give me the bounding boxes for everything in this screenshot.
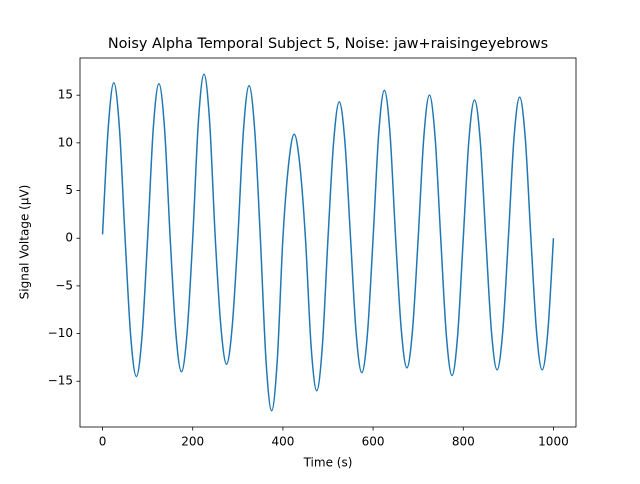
y-tick-label: 10 <box>58 135 73 149</box>
x-tick-label: 800 <box>452 435 475 449</box>
y-tick-label: −10 <box>48 326 73 340</box>
x-tick-label: 600 <box>362 435 385 449</box>
y-tick-label: 15 <box>58 88 73 102</box>
data-line <box>101 73 555 412</box>
x-axis-label: Time (s) <box>303 456 353 470</box>
x-tick-label: 1000 <box>538 435 569 449</box>
y-tick-label: 5 <box>65 183 73 197</box>
y-tick-label: −15 <box>48 374 73 388</box>
plot-frame <box>79 57 577 428</box>
chart-title: Noisy Alpha Temporal Subject 5, Noise: j… <box>108 36 548 52</box>
y-tick-label: −5 <box>55 278 73 292</box>
x-tick-label: 0 <box>99 435 107 449</box>
x-tick-label: 400 <box>271 435 294 449</box>
y-axis-label: Signal Voltage (μV) <box>18 185 32 300</box>
y-tick-label: 0 <box>65 231 73 245</box>
x-tick-label: 200 <box>181 435 204 449</box>
